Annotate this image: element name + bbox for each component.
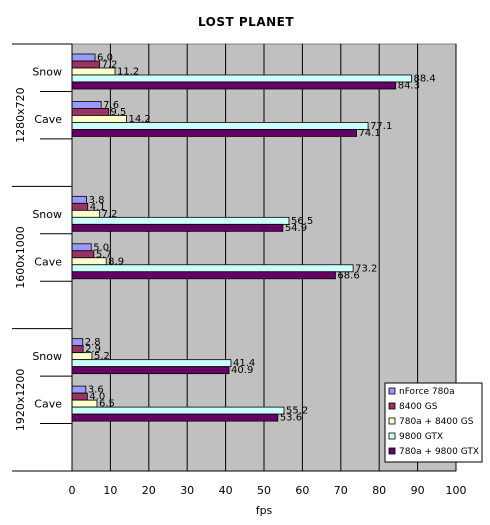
- bar: [71, 74, 412, 83]
- x-tick-label: 10: [103, 484, 117, 497]
- bar: [71, 243, 92, 252]
- data-label: 5.7: [96, 249, 112, 260]
- bar: [71, 115, 127, 123]
- category-label: Snow: [32, 66, 62, 79]
- legend-label: 780a + 9800 GTX: [399, 447, 479, 457]
- legend-swatch: [388, 432, 396, 440]
- bar: [71, 129, 357, 137]
- bar: [71, 399, 98, 408]
- bar: [71, 385, 87, 394]
- x-tick-label: 30: [180, 484, 194, 497]
- x-axis-label: fps: [256, 504, 273, 517]
- bar: [71, 101, 102, 109]
- data-label: 84.3: [398, 81, 420, 92]
- bar: [71, 271, 336, 280]
- x-tick-label: 70: [334, 484, 348, 497]
- x-tick-label: 60: [295, 484, 309, 497]
- category-label: Cave: [34, 398, 62, 411]
- x-tick-label: 40: [219, 484, 233, 497]
- bar: [71, 209, 101, 218]
- data-label: 8.9: [108, 256, 124, 267]
- data-label: 2.8: [85, 337, 101, 348]
- legend-label: 780a + 8400 GS: [399, 417, 474, 427]
- bar: [71, 108, 109, 116]
- category-label: Cave: [34, 255, 62, 268]
- data-label: 11.2: [117, 67, 139, 78]
- data-label: 6.0: [97, 53, 113, 64]
- axes: 1280x720 Snow Cave 1600x1000 Snow Cave 1920x12…: [12, 43, 456, 472]
- group-label: 1280x720: [14, 87, 27, 143]
- bar: [71, 366, 230, 375]
- legend-box: [384, 382, 483, 463]
- category-label: Snow: [32, 350, 62, 363]
- legend: nForce 780a 8400 GS 780a + 8400 GS 9800 GTX…: [384, 382, 483, 463]
- chart-title: LOST PLANET: [198, 15, 294, 29]
- bar: [71, 53, 96, 62]
- legend-label: 9800 GTX: [399, 432, 443, 442]
- bar: [71, 195, 87, 204]
- x-tick-label: 90: [411, 484, 425, 497]
- x-tick-label: 80: [372, 484, 386, 497]
- group-label: 1600x1000: [14, 226, 27, 289]
- bar: [71, 392, 88, 401]
- bar: [71, 223, 284, 232]
- data-label: 9.5: [110, 107, 126, 118]
- legend-swatch: [388, 417, 396, 425]
- data-label: 7.6: [103, 100, 119, 111]
- data-label: 54.9: [285, 223, 307, 234]
- x-tick-labels: 0 10 20 30 40 50 60 70 80 90 100: [69, 484, 467, 497]
- data-label: 7.2: [102, 209, 118, 220]
- bar: [71, 67, 116, 76]
- bar: [71, 406, 285, 415]
- x-tick-label: 50: [257, 484, 271, 497]
- bar: [71, 338, 84, 347]
- category-label: Snow: [32, 208, 62, 221]
- data-label: 73.2: [355, 263, 377, 274]
- data-label: 77.1: [370, 121, 392, 132]
- bar: [71, 81, 397, 90]
- legend-swatch: [388, 402, 396, 410]
- data-label: 2.9: [85, 344, 101, 355]
- data-label: 55.2: [286, 406, 308, 417]
- data-label: 88.4: [413, 74, 435, 85]
- legend-swatch: [388, 387, 396, 395]
- bar: [71, 216, 290, 225]
- bar: [71, 202, 89, 211]
- bar: [71, 60, 101, 69]
- data-label: 56.5: [291, 216, 313, 227]
- bar: [71, 122, 369, 130]
- legend-swatch: [388, 447, 396, 455]
- data-label: 6.5: [99, 399, 115, 410]
- data-label: 5.2: [94, 351, 110, 362]
- x-tick-label: 0: [69, 484, 76, 497]
- group-label: 1920x1200: [14, 369, 27, 432]
- bar: [71, 250, 95, 259]
- data-label: 7.2: [102, 60, 118, 71]
- category-label: Cave: [34, 113, 62, 126]
- data-label: 53.6: [280, 413, 302, 424]
- data-label: 68.6: [337, 270, 359, 281]
- data-label: 40.9: [231, 365, 253, 376]
- data-label: 74.1: [359, 128, 381, 139]
- bar: [71, 359, 232, 368]
- bar: [71, 352, 93, 361]
- data-label: 14.2: [129, 114, 151, 125]
- legend-label: 8400 GS: [399, 402, 438, 412]
- data-label: 3.8: [89, 195, 105, 206]
- x-tick-label: 100: [446, 484, 467, 497]
- data-label: 5.0: [93, 242, 109, 253]
- data-label: 41.4: [233, 358, 255, 369]
- bar: [71, 257, 107, 266]
- bar: [71, 264, 354, 273]
- data-label: 4.0: [89, 392, 105, 403]
- x-tick-label: 20: [142, 484, 156, 497]
- data-label: 4.1: [90, 202, 106, 213]
- data-label: 3.6: [88, 385, 104, 396]
- bar: [71, 345, 84, 354]
- bar: [71, 413, 279, 422]
- legend-label: nForce 780a: [399, 387, 455, 397]
